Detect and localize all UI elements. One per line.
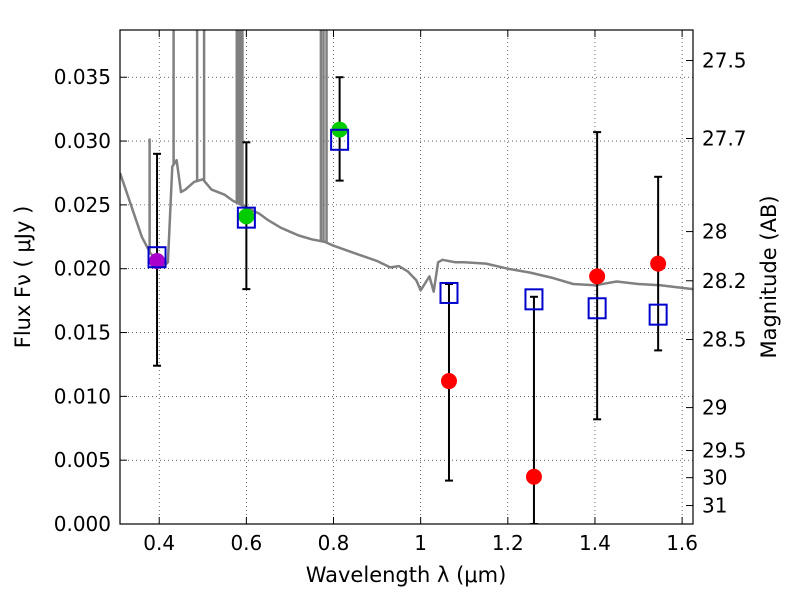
x-tick-label: 1.4: [579, 531, 611, 555]
right-tick-label: 29: [702, 396, 727, 420]
right-tick-label: 28.2: [702, 269, 747, 293]
x-tick-label: 1: [414, 531, 427, 555]
x-tick-label: 1.2: [492, 531, 524, 555]
x-tick-label: 1.6: [666, 531, 698, 555]
x-tick-label: 0.8: [318, 531, 350, 555]
observed-point: [149, 253, 166, 270]
observed-point: [238, 208, 255, 225]
y-axis-label-right: Magnitude (AB): [757, 195, 781, 358]
model-photometry-square: [587, 297, 607, 320]
observed-point: [650, 255, 667, 272]
y-tick-label: 0.005: [54, 448, 111, 472]
observed-point: [525, 468, 542, 485]
ticks: 0.4 0.6 0.8 1 1.2 1.4 1.6 0.000 0.005 0.010 0.015 0…: [54, 30, 747, 555]
model-photometry-square: [330, 128, 350, 151]
model-spectrum-line: [120, 158, 693, 293]
plot-background: [120, 30, 693, 524]
right-tick-label: 29.5: [702, 439, 747, 463]
y-axis-label-left: Flux Fν ( μJy ): [11, 206, 35, 349]
right-tick-label: 31: [702, 494, 727, 518]
plot-frame: [119, 29, 694, 525]
model-photometry-square: [524, 288, 544, 311]
right-tick-label: 28.5: [702, 327, 747, 351]
right-tick-label: 28: [702, 220, 727, 244]
observed-point: [440, 373, 457, 390]
x-tick-label: 0.6: [230, 531, 262, 555]
right-tick-label: 27.5: [702, 49, 747, 73]
model-photometry-square: [236, 206, 256, 229]
data-layer: [120, 30, 693, 524]
model-photometry-square: [147, 246, 167, 269]
observed-point: [589, 268, 606, 285]
x-axis-label: Wavelength λ (μm): [306, 563, 507, 587]
y-tick-label: 0.035: [54, 65, 111, 89]
y-tick-label: 0.010: [54, 384, 111, 408]
y-tick-label: 0.000: [54, 512, 111, 536]
y-tick-label: 0.030: [54, 129, 111, 153]
right-tick-label: 27.7: [702, 127, 747, 151]
y-tick-label: 0.020: [54, 257, 111, 281]
model-photometry-square: [648, 303, 668, 326]
right-tick-label: 30: [702, 466, 727, 490]
y-tick-label: 0.025: [54, 193, 111, 217]
x-tick-label: 0.4: [143, 531, 175, 555]
model-photometry-square: [439, 281, 459, 304]
y-tick-label: 0.015: [54, 321, 111, 345]
